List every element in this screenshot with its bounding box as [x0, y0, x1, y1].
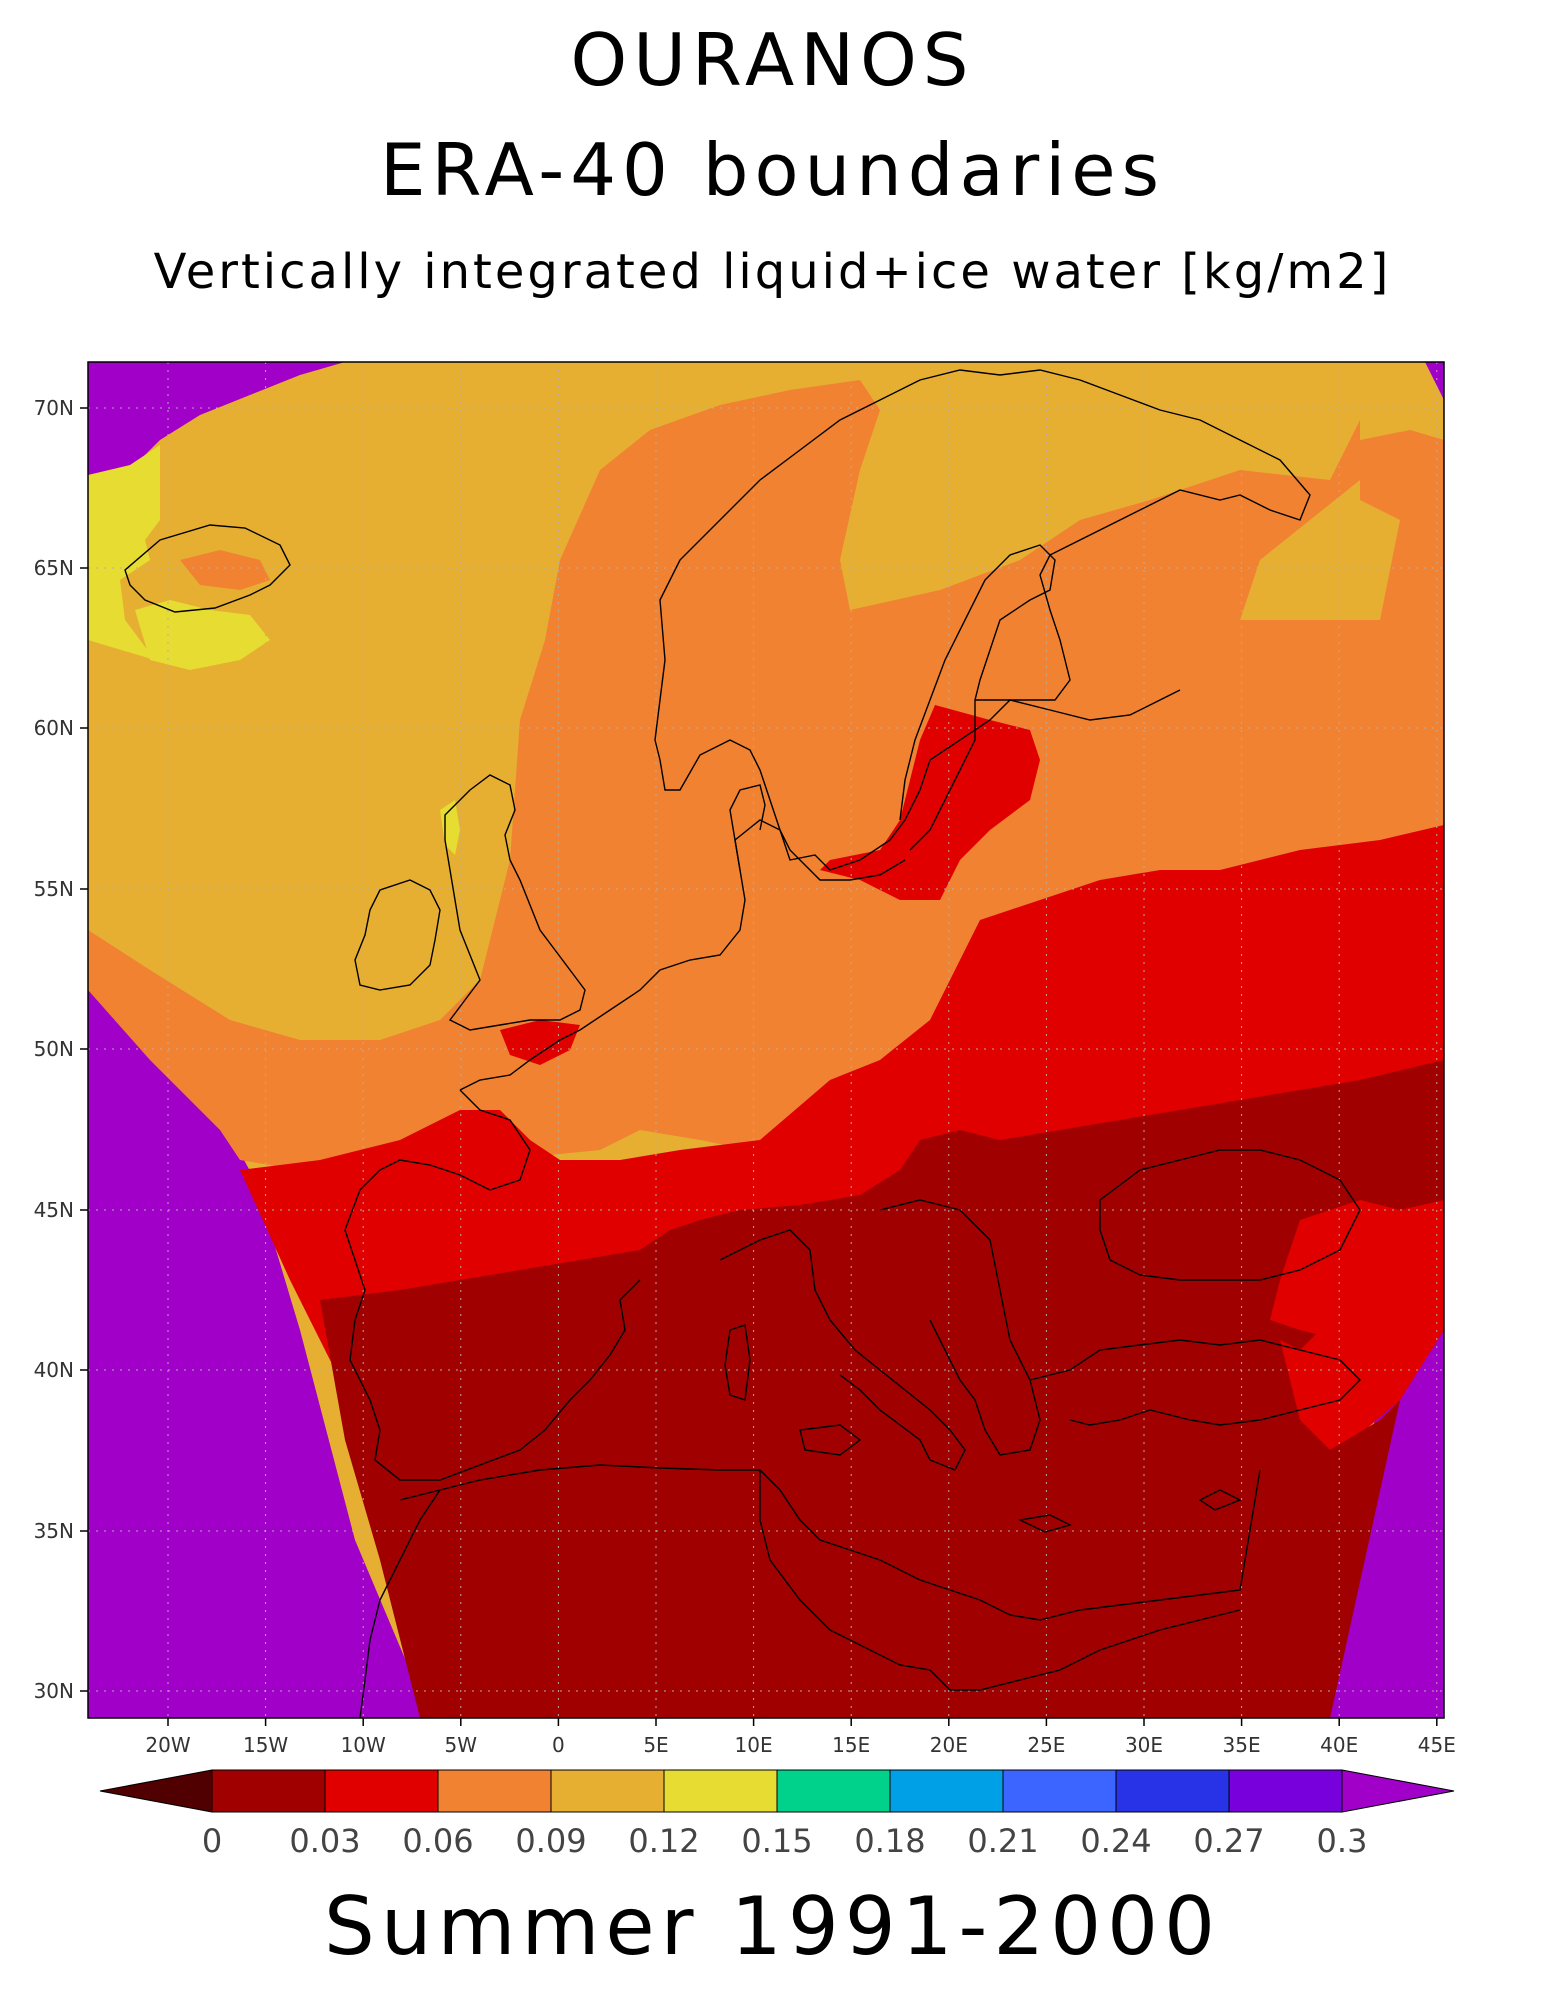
region-0-03-0-06-channel — [500, 1020, 580, 1065]
lon-tick-label: 10E — [735, 1733, 773, 1757]
lon-tick-label: 20W — [145, 1733, 190, 1757]
colorbar-label: 0.24 — [1080, 1822, 1151, 1860]
colorbar-swatch — [663, 1769, 778, 1813]
colorbar-swatch — [776, 1769, 891, 1813]
colorbar-over-arrow — [1341, 1769, 1455, 1813]
lon-tick-label: 25E — [1027, 1733, 1065, 1757]
coastline-lines — [124, 369, 1361, 1718]
region-0-0-03 — [320, 1060, 1444, 1718]
lon-tick-label: 20E — [930, 1733, 968, 1757]
colorbar-label: 0.3 — [1317, 1822, 1368, 1860]
colorbar-swatch — [550, 1769, 665, 1813]
map-title: OURANOS — [570, 18, 975, 102]
lon-tick-label: 40E — [1320, 1733, 1358, 1757]
region-0-06-0-09-iceland — [180, 550, 270, 590]
colorbar-swatch — [1002, 1769, 1117, 1813]
lon-tick-label: 0 — [552, 1733, 565, 1757]
variable-label: Vertically integrated liquid+ice water [… — [153, 244, 1392, 300]
lon-tick-label: 30E — [1125, 1733, 1163, 1757]
colorbar-swatch — [1115, 1769, 1230, 1813]
colorbar-label: 0.06 — [402, 1822, 473, 1860]
period-label: Summer 1991-2000 — [324, 1880, 1221, 1973]
lon-tick-label: 15E — [832, 1733, 870, 1757]
colorbar-label: 0.27 — [1193, 1822, 1264, 1860]
region-0-12-0-15-iceland — [135, 600, 270, 670]
colorbar-label: 0.09 — [515, 1822, 586, 1860]
lon-tick-label: 35E — [1223, 1733, 1261, 1757]
lon-tick-label: 45E — [1418, 1733, 1456, 1757]
colorbar-under-arrow — [99, 1769, 213, 1813]
lat-tick-label: 45N — [34, 1198, 74, 1222]
map-frame — [87, 361, 1445, 1719]
region-0-06-0-09-east — [1360, 430, 1444, 520]
map-field — [88, 362, 1444, 1718]
colorbar-label: 0.18 — [854, 1822, 925, 1860]
lon-tick-label: 10W — [341, 1733, 386, 1757]
lon-tick-label: 5W — [445, 1733, 478, 1757]
lon-tick-label: 15W — [243, 1733, 288, 1757]
colorbar: 0 0.03 0.06 0.09 0.12 0.15 0.18 0.21 0.24 0.27 0.3 — [99, 1769, 1455, 1860]
lon-tick-label: 5E — [643, 1733, 668, 1757]
colorbar-label: 0 — [202, 1822, 222, 1860]
colorbar-swatch — [324, 1769, 439, 1813]
region-0-03-0-06-baltic — [820, 705, 1040, 900]
lat-tick-label: 65N — [34, 556, 74, 580]
region-0-12-0-15-greenland — [88, 445, 160, 660]
colorbar-label: 0.21 — [967, 1822, 1038, 1860]
longitude-axis: 20W 15W 10W 5W 0 5E 10E 15E 20E 25E 30E 35E 40E 45E — [145, 1718, 1456, 1757]
region-0-03-0-06-caucasus — [1270, 1200, 1420, 1340]
graticule — [88, 362, 1444, 1718]
lat-tick-label: 70N — [34, 396, 74, 420]
colorbar-label: 0.12 — [628, 1822, 699, 1860]
lat-tick-label: 60N — [34, 716, 74, 740]
colorbar-swatch — [889, 1769, 1004, 1813]
colorbar-label: 0.03 — [289, 1822, 360, 1860]
latitude-axis: 70N 65N 60N 55N 50N 45N 40N 35N 30N — [34, 396, 88, 1703]
colorbar-swatch — [437, 1769, 552, 1813]
lat-tick-label: 40N — [34, 1358, 74, 1382]
colorbar-swatch — [211, 1769, 326, 1813]
lat-tick-label: 30N — [34, 1679, 74, 1703]
lat-tick-label: 50N — [34, 1037, 74, 1061]
colorbar-swatch — [1228, 1769, 1343, 1813]
lat-tick-label: 35N — [34, 1519, 74, 1543]
map-subtitle: ERA-40 boundaries — [379, 128, 1165, 212]
colorbar-label: 0.15 — [741, 1822, 812, 1860]
lat-tick-label: 55N — [34, 877, 74, 901]
